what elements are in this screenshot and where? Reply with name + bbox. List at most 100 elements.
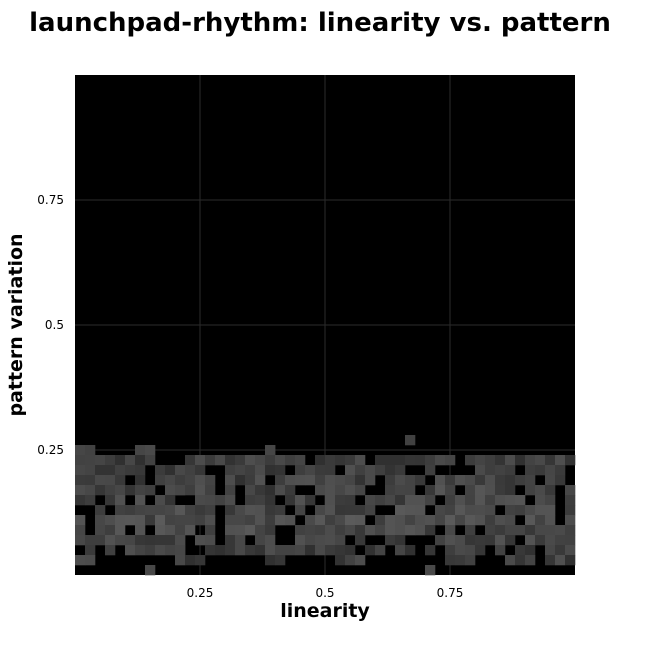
heatmap-cell <box>165 495 176 506</box>
heatmap-cell <box>525 505 536 516</box>
heatmap-cell <box>445 525 456 536</box>
y-tick-label: 0.5 <box>45 318 64 332</box>
heatmap-cell <box>525 455 536 466</box>
heatmap-cell <box>445 495 456 506</box>
heatmap-cell <box>155 535 166 546</box>
heatmap-cell <box>305 545 316 556</box>
heatmap-cell <box>115 495 126 506</box>
heatmap-cell <box>205 515 216 526</box>
heatmap-cell <box>305 465 316 476</box>
heatmap-cell <box>195 495 206 506</box>
heatmap-cell <box>75 485 86 496</box>
heatmap-cell <box>255 465 266 476</box>
heatmap-cell <box>335 535 346 546</box>
heatmap-cell <box>485 465 496 476</box>
heatmap-cell <box>395 495 406 506</box>
heatmap-cell <box>155 495 166 506</box>
heatmap-cell <box>265 465 276 476</box>
heatmap-cell <box>245 475 256 486</box>
heatmap-cell <box>175 515 186 526</box>
heatmap-cell <box>265 445 276 456</box>
heatmap-cell <box>535 495 546 506</box>
heatmap-cell <box>275 515 286 526</box>
heatmap-cell <box>315 515 326 526</box>
heatmap-cell <box>535 485 546 496</box>
heatmap-cell <box>355 555 366 566</box>
heatmap-cell <box>455 495 466 506</box>
heatmap-cell <box>245 525 256 536</box>
heatmap-cell <box>495 465 506 476</box>
heatmap-cell <box>545 505 556 516</box>
heatmap-cell <box>465 455 476 466</box>
heatmap-cell <box>405 515 416 526</box>
heatmap-cell <box>355 475 366 486</box>
heatmap-cell <box>105 465 116 476</box>
heatmap-cell <box>505 535 516 546</box>
x-tick-label: 0.5 <box>315 586 334 600</box>
heatmap-cell <box>265 555 276 566</box>
heatmap-cell <box>265 505 276 516</box>
heatmap-cell <box>335 455 346 466</box>
heatmap-cell <box>565 485 576 496</box>
heatmap-cell <box>475 545 486 556</box>
heatmap-cell <box>205 485 216 496</box>
heatmap-cell <box>505 475 516 486</box>
heatmap-cell <box>295 535 306 546</box>
heatmap-cell <box>315 475 326 486</box>
heatmap-cell <box>285 515 296 526</box>
heatmap-cell <box>365 465 376 476</box>
heatmap-cell <box>525 525 536 536</box>
heatmap-cell <box>275 505 286 516</box>
heatmap-cell <box>185 485 196 496</box>
heatmap-cell <box>235 455 246 466</box>
heatmap-cell <box>235 475 246 486</box>
heatmap-cell <box>505 455 516 466</box>
heatmap-cell <box>235 465 246 476</box>
heatmap-cell <box>185 525 196 536</box>
heatmap-cell <box>325 515 336 526</box>
heatmap-cell <box>395 515 406 526</box>
heatmap-cell <box>565 545 576 556</box>
heatmap-cell <box>485 515 496 526</box>
heatmap-cell <box>525 485 536 496</box>
heatmap-cell <box>405 545 416 556</box>
heatmap-cell <box>105 455 116 466</box>
heatmap-cell <box>375 545 386 556</box>
heatmap-cell <box>215 495 226 506</box>
heatmap-cell <box>195 475 206 486</box>
heatmap-cell <box>515 525 526 536</box>
heatmap-cell <box>485 505 496 516</box>
heatmap-cell <box>355 515 366 526</box>
heatmap-cell <box>255 485 266 496</box>
heatmap-cell <box>465 505 476 516</box>
heatmap-cell <box>85 495 96 506</box>
heatmap-cell <box>335 555 346 566</box>
heatmap-cell <box>165 545 176 556</box>
heatmap-cell <box>185 465 196 476</box>
heatmap-cell <box>145 515 156 526</box>
heatmap-cell <box>255 545 266 556</box>
heatmap-cell <box>205 535 216 546</box>
heatmap-cell <box>375 525 386 536</box>
heatmap-cell <box>225 525 236 536</box>
heatmap-cell <box>495 485 506 496</box>
heatmap-cell <box>425 465 436 476</box>
heatmap-cell <box>245 485 256 496</box>
heatmap-cell <box>145 545 156 556</box>
heatmap-cell <box>345 515 356 526</box>
heatmap-cell <box>555 545 566 556</box>
heatmap-cell <box>365 545 376 556</box>
heatmap-cell <box>225 455 236 466</box>
heatmap-cell <box>75 445 86 456</box>
heatmap-cell <box>105 485 116 496</box>
heatmap-cell <box>245 495 256 506</box>
heatmap-cell <box>325 465 336 476</box>
heatmap-cell <box>525 465 536 476</box>
heatmap-cell <box>455 505 466 516</box>
heatmap-cell <box>445 475 456 486</box>
heatmap-cell <box>325 535 336 546</box>
heatmap-cell <box>125 535 136 546</box>
heatmap-cell <box>165 485 176 496</box>
heatmap-cell <box>365 475 376 486</box>
heatmap-cell <box>315 465 326 476</box>
